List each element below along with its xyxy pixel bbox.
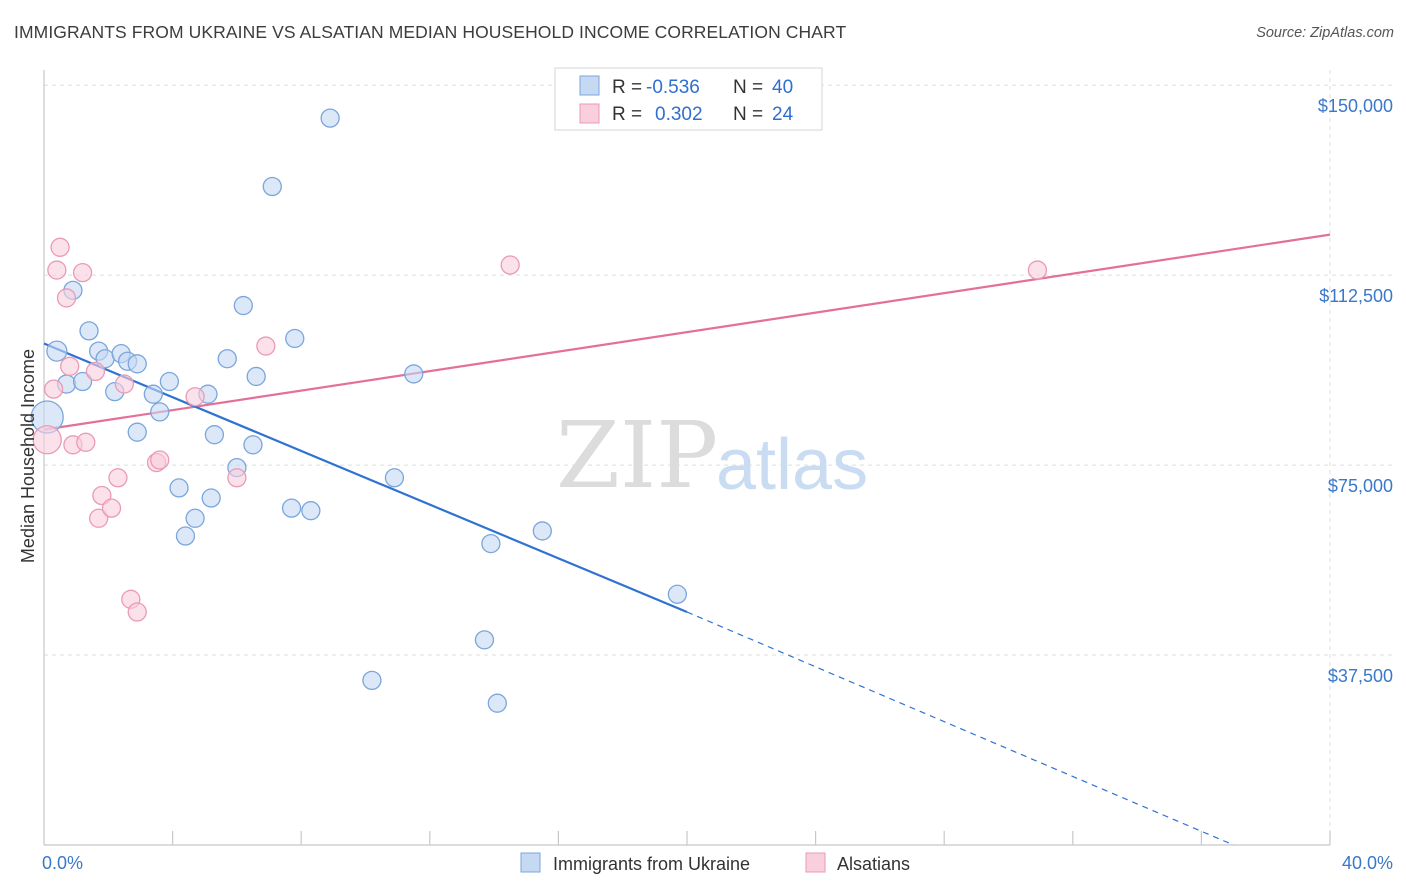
x-tick-max: 40.0% [1342, 853, 1393, 873]
legend-swatch-alsatians [579, 103, 600, 124]
alsatians-point-2 [50, 237, 70, 257]
ukraine-point-17 [175, 526, 196, 546]
ukraine-point-16 [169, 478, 189, 498]
y-tick-labels: $37,500 $75,000 $112,500 $150,000 [1318, 96, 1393, 686]
ukraine-point-28 [281, 498, 302, 518]
ukraine-point-39 [667, 584, 688, 604]
ukraine-point-27 [262, 176, 282, 197]
ukraine-point-33 [384, 468, 405, 488]
axes [43, 70, 1331, 846]
source-label: Source: ZipAtlas.com [1256, 25, 1394, 41]
ukraine-point-31 [320, 108, 340, 128]
ukraine-point-13 [143, 384, 163, 404]
y-tick-label-2: $112,500 [1319, 286, 1393, 306]
watermark: ZIP atlas [556, 402, 868, 509]
legend-r-label-1: R = [612, 77, 642, 98]
ukraine-point-4 [72, 371, 93, 392]
alsatians-point-5 [60, 356, 80, 376]
legend-r-value-2: 0.302 [655, 104, 703, 125]
alsatians-point-10 [89, 508, 109, 528]
ukraine-point-1 [46, 340, 68, 362]
x-tick-min: 0.0% [42, 853, 83, 873]
alsatians-point-16 [127, 602, 147, 622]
ukraine-point-21 [204, 425, 225, 445]
legend-r-value-1: -0.536 [646, 77, 700, 98]
ukraine-point-18 [185, 508, 205, 528]
alsatians-point-22 [500, 255, 520, 275]
alsatians-point-21 [256, 336, 276, 356]
trend-line-ukraine-extension [686, 611, 1234, 846]
bottom-legend-swatch-ukraine [520, 852, 541, 873]
ukraine-point-22 [217, 349, 237, 369]
legend-swatch-ukraine [579, 75, 600, 96]
bottom-legend-label-ukraine: Immigrants from Ukraine [553, 854, 750, 874]
y-tick-label-3: $150,000 [1318, 96, 1393, 116]
y-axis-label: Median Household Income [18, 349, 38, 563]
ukraine-point-5 [79, 321, 99, 341]
ukraine-point-37 [487, 693, 507, 713]
ukraine-point-11 [127, 354, 147, 374]
legend: R = -0.536 N = 40 R = 0.302 N = 24 [554, 67, 823, 131]
legend-n-value-2: 24 [772, 104, 794, 125]
alsatians-point-19 [185, 387, 205, 407]
alsatians-point-13 [108, 468, 128, 488]
ukraine-point-24 [233, 295, 253, 316]
alsatians-point-8 [76, 432, 96, 452]
watermark-atlas: atlas [716, 425, 868, 505]
y-tick-label-0: $37,500 [1328, 666, 1393, 686]
ukraine-point-34 [404, 364, 424, 384]
alsatians-point-20 [227, 468, 247, 488]
ukraine-point-12 [127, 422, 147, 442]
watermark-zip: ZIP [556, 402, 718, 509]
alsatians-point-14 [114, 374, 135, 394]
y-tick-label-1: $75,000 [1328, 476, 1393, 496]
legend-r-label-2: R = [612, 104, 642, 125]
alsatians-point-9 [85, 361, 106, 382]
ukraine-point-38 [532, 521, 552, 541]
legend-n-label-2: N = [733, 104, 763, 125]
legend-n-value-1: 40 [772, 77, 793, 98]
trend-line-alsatians [43, 233, 1331, 431]
ukraine-point-30 [301, 501, 321, 521]
ukraine-point-35 [474, 630, 495, 650]
chart-title: IMMIGRANTS FROM UKRAINE VS ALSATIAN MEDI… [14, 22, 847, 42]
alsatians-point-0 [32, 425, 62, 455]
alsatians-point-7 [72, 262, 93, 283]
bottom-legend: Immigrants from Ukraine Alsatians [520, 852, 910, 874]
ukraine-point-20 [201, 488, 221, 508]
alsatians-point-1 [43, 379, 64, 399]
alsatians-point-3 [47, 260, 67, 280]
ukraine-point-36 [481, 533, 501, 554]
scatter-points [30, 108, 1048, 713]
bottom-legend-label-alsatians: Alsatians [837, 854, 910, 874]
bottom-legend-swatch-alsatians [805, 852, 826, 873]
alsatians-point-4 [56, 288, 77, 308]
alsatians-point-23 [1027, 260, 1048, 280]
legend-n-label-1: N = [733, 77, 763, 98]
ukraine-point-25 [243, 435, 263, 455]
ukraine-point-29 [285, 328, 305, 349]
ukraine-point-14 [150, 402, 170, 422]
alsatians-point-18 [150, 450, 170, 470]
ukraine-point-32 [362, 670, 382, 691]
ukraine-point-15 [159, 371, 180, 392]
ukraine-point-26 [246, 366, 266, 387]
alsatians-point-12 [101, 498, 122, 518]
trend-lines [43, 233, 1331, 846]
